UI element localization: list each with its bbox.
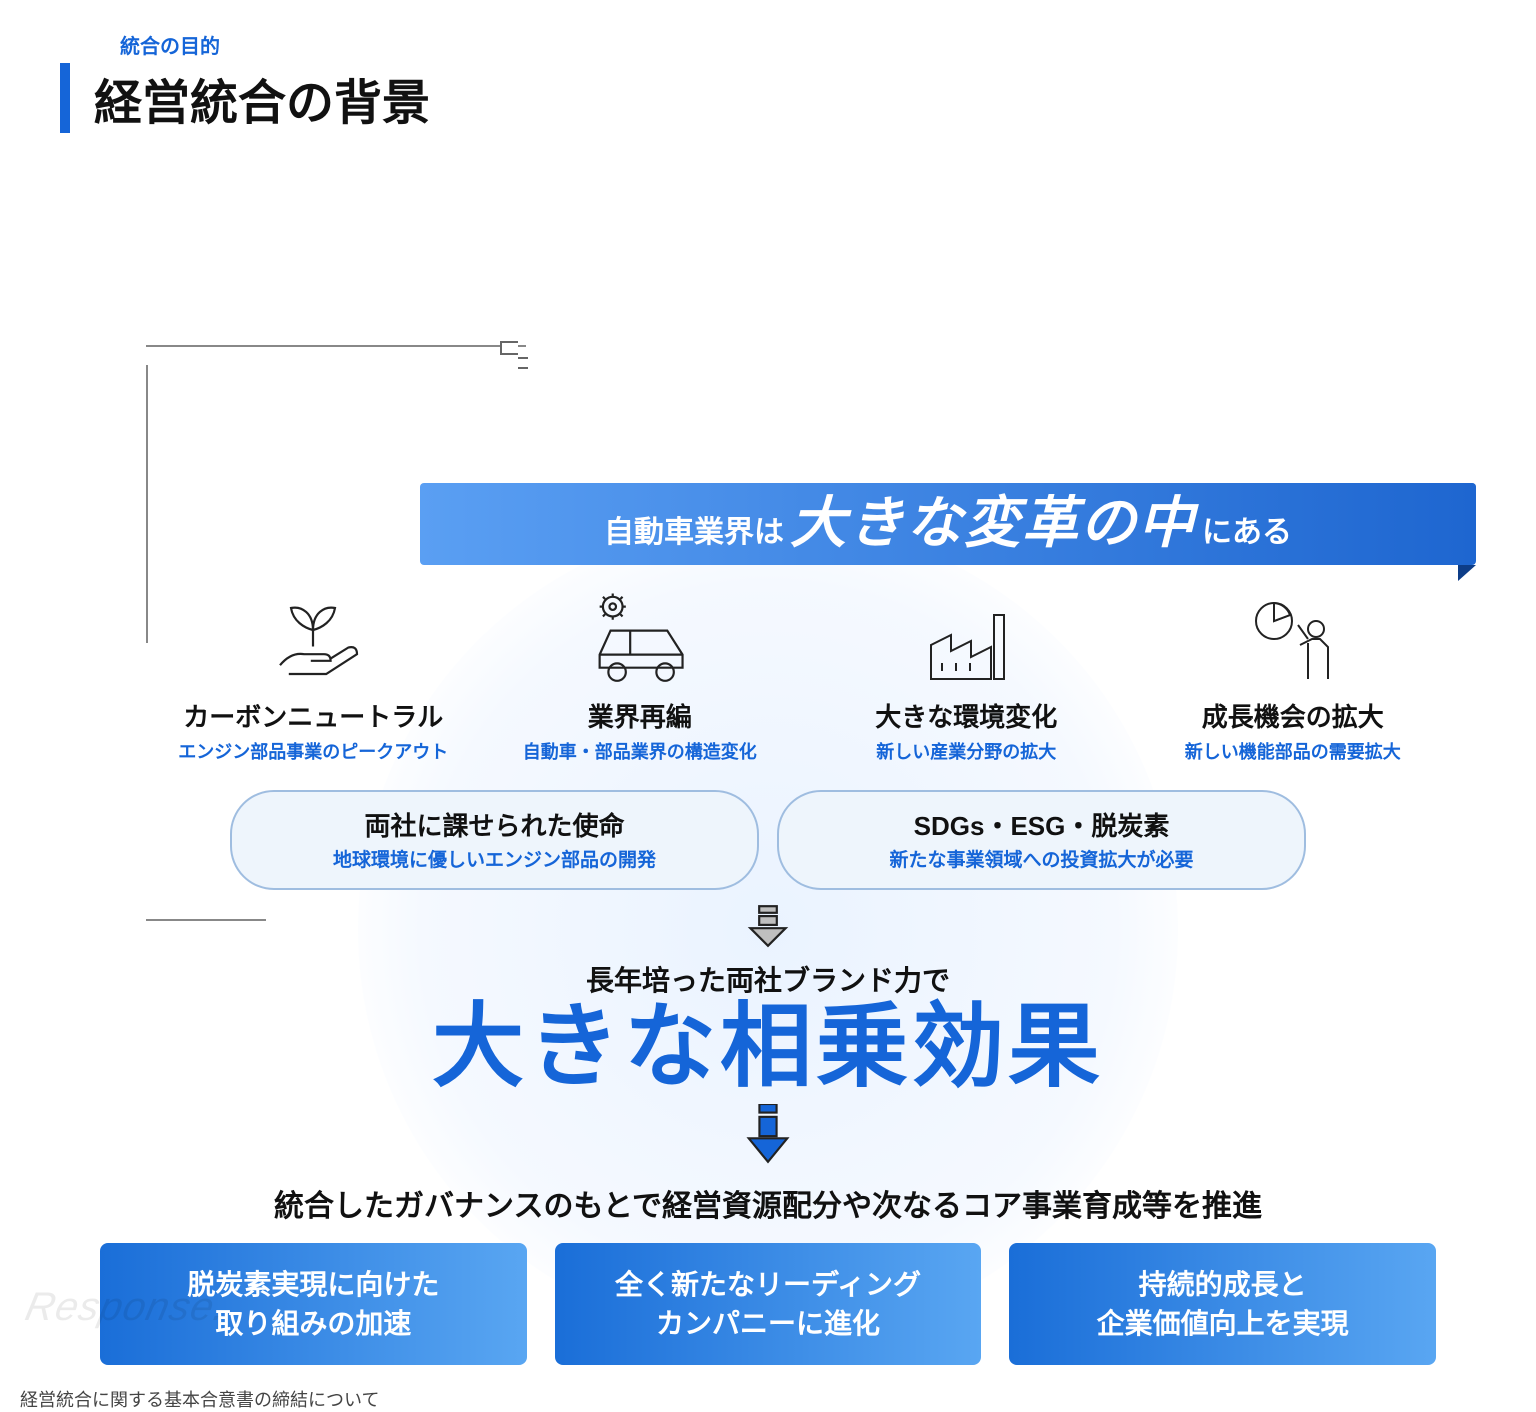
icon-card: 業界再編 自動車・部品業界の構造変化	[497, 595, 784, 764]
pill-title: 両社に課せられた使命	[242, 806, 747, 843]
pill-title: SDGs・ESG・脱炭素	[789, 806, 1294, 843]
banner-corner-fold	[1458, 565, 1476, 581]
icon-card-title: 業界再編	[497, 697, 784, 734]
connector-line-top	[146, 345, 526, 347]
arrow-down-grey-icon	[60, 904, 1476, 953]
pill-card: SDGs・ESG・脱炭素 新たな事業領域への投資拡大が必要	[777, 790, 1306, 890]
chart-person-icon	[1150, 595, 1437, 685]
plant-hand-icon	[170, 595, 457, 685]
synergy-lead: 長年培った両社ブランド力で	[60, 959, 1476, 999]
icon-card-title: 成長機会の拡大	[1150, 697, 1437, 734]
icon-card: 成長機会の拡大 新しい機能部品の需要拡大	[1150, 595, 1437, 764]
icon-card-title: カーボンニュートラル	[170, 697, 457, 734]
icon-card: 大きな環境変化 新しい産業分野の拡大	[823, 595, 1110, 764]
pill-sub: 地球環境に優しいエンジン部品の開発	[242, 845, 747, 872]
synergy-block: 長年培った両社ブランド力で 大きな相乗効果	[60, 959, 1476, 1096]
factory-icon	[823, 595, 1110, 685]
footer-note: 経営統合に関する基本合意書の締結について	[20, 1386, 1436, 1412]
icon-card: カーボンニュートラル エンジン部品事業のピークアウト	[170, 595, 457, 764]
icon-card-sub: 新しい機能部品の需要拡大	[1150, 738, 1437, 764]
car-gear-icon	[497, 595, 784, 685]
pill-row: 両社に課せられた使命 地球環境に優しいエンジン部品の開発 SDGs・ESG・脱炭…	[60, 790, 1476, 890]
icon-card-row: カーボンニュートラル エンジン部品事業のピークアウト 業界再編 自動車・部品業界…	[60, 595, 1476, 784]
banner-part-big: 大きな変革の中	[790, 495, 1196, 551]
banner-wrap: 100年に一度と言われる 自動車業界は 大きな変革の中 にある	[60, 483, 1476, 565]
page-subtitle: 統合の目的	[120, 30, 1476, 59]
synergy-headline: 大きな相乗効果	[60, 999, 1476, 1096]
plug-prong	[518, 367, 528, 369]
plug-prong	[518, 357, 528, 359]
icon-card-title: 大きな環境変化	[823, 697, 1110, 734]
pill-sub: 新たな事業領域への投資拡大が必要	[789, 845, 1294, 872]
icon-card-sub: 自動車・部品業界の構造変化	[497, 738, 784, 764]
watermark-text: Response.	[21, 1285, 1447, 1330]
arrow-down-blue-icon	[60, 1104, 1476, 1169]
banner: 自動車業界は 大きな変革の中 にある	[420, 483, 1476, 565]
plug-icon	[500, 341, 518, 355]
banner-part-c: にある	[1202, 507, 1292, 551]
pill-card: 両社に課せられた使命 地球環境に優しいエンジン部品の開発	[230, 790, 759, 890]
banner-part-a: 自動車業界は	[604, 507, 784, 551]
icon-card-sub: エンジン部品事業のピークアウト	[170, 738, 457, 764]
bottom-lead-text: 統合したガバナンスのもとで経営資源配分や次なるコア事業育成等を推進	[60, 1181, 1476, 1225]
icon-card-sub: 新しい産業分野の拡大	[823, 738, 1110, 764]
page-title: 経営統合の背景	[60, 63, 1476, 133]
